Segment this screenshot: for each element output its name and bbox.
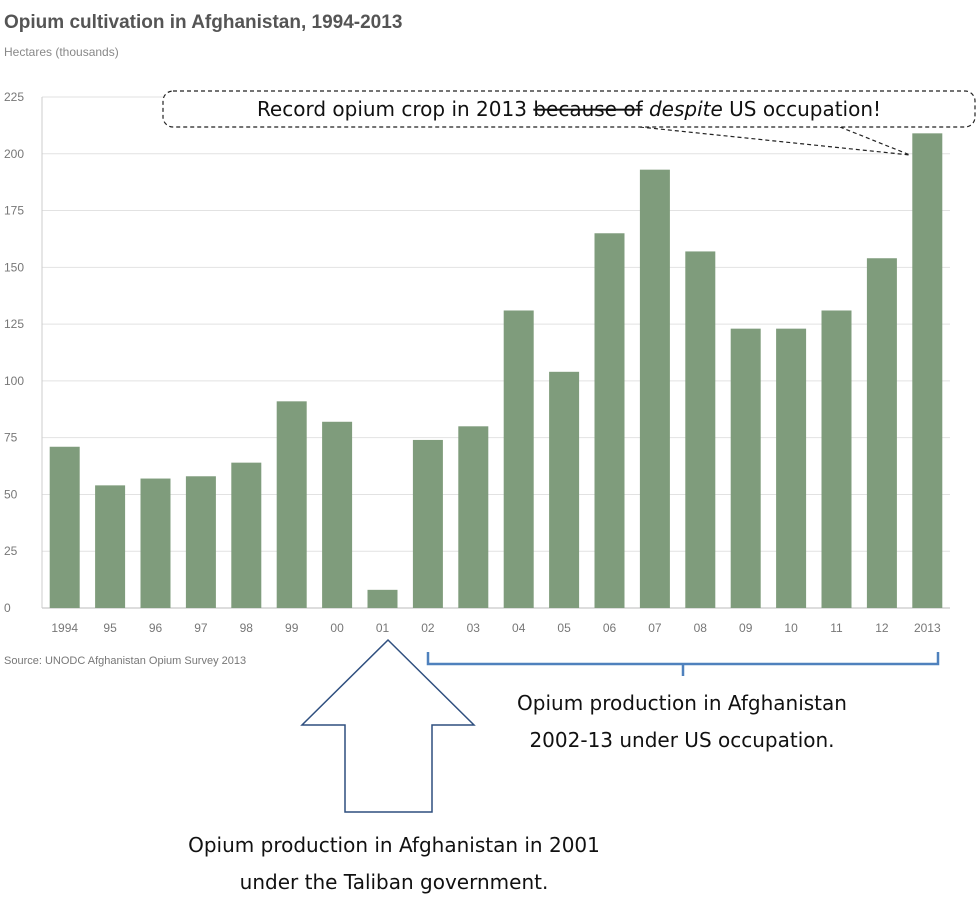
x-tick-label: 99 [285,621,299,635]
x-tick-label: 97 [194,621,208,635]
bar-07 [639,169,670,609]
y-tick-label: 100 [4,374,24,388]
x-tick-label: 95 [103,621,117,635]
bar-2013 [912,133,943,609]
x-tick-label: 06 [603,621,617,635]
y-tick-label: 75 [4,431,18,445]
x-tick-label: 09 [739,621,753,635]
bar-03 [458,426,489,608]
callout-text: Record opium crop in 2013 because of des… [257,97,881,121]
x-tick-label: 11 [830,621,843,635]
taliban-label-line2: under the Taliban government. [240,870,549,894]
y-tick-label: 175 [4,204,24,218]
bar-1994 [49,446,80,608]
y-tick-label: 200 [4,147,24,161]
x-tick-label: 02 [421,621,435,635]
x-tick-label: 1994 [51,621,78,635]
bar-06 [594,233,625,608]
occupation-bracket [426,652,940,676]
bar-99 [276,401,307,608]
bar-08 [685,251,716,609]
bar-95 [95,485,126,608]
x-tick-label: 96 [149,621,163,635]
x-tick-label: 04 [512,621,526,635]
x-tick-label: 12 [875,621,889,635]
x-tick-label: 00 [330,621,344,635]
taliban-label-line1: Opium production in Afghanistan in 2001 [188,833,600,857]
bar-97 [185,476,216,608]
y-tick-label: 125 [4,317,24,331]
x-tick-label: 10 [784,621,798,635]
bar-02 [412,439,443,608]
bar-11 [821,310,852,608]
record-crop-callout: Record opium crop in 2013 because of des… [162,90,976,156]
bar-98 [231,462,262,608]
x-tick-label: 2013 [914,621,941,635]
bar-00 [322,421,353,608]
y-tick-label: 150 [4,260,24,274]
x-tick-label: 07 [648,621,662,635]
occupation-label-line1: Opium production in Afghanistan [517,691,847,715]
x-tick-label: 01 [376,621,390,635]
x-tick-label: 98 [240,621,254,635]
up-arrow-icon [300,638,476,813]
bar-09 [730,328,761,608]
y-axis-label: Hectares (thousands) [4,45,119,59]
bar-05 [549,371,580,608]
source-note: Source: UNODC Afghanistan Opium Survey 2… [4,655,246,667]
y-tick-label: 0 [4,601,11,615]
y-tick-label: 50 [4,487,18,501]
bar-04 [503,310,534,608]
bar-01 [367,589,398,608]
occupation-label-line2: 2002-13 under US occupation. [529,728,834,752]
y-tick-label: 25 [4,544,18,558]
bar-96 [140,478,171,608]
bar-12 [866,258,897,608]
x-tick-label: 08 [694,621,708,635]
x-tick-label: 05 [557,621,571,635]
x-tick-label: 03 [467,621,481,635]
bar-10 [776,328,807,608]
chart-title: Opium cultivation in Afghanistan, 1994-2… [4,12,402,33]
y-tick-label: 225 [4,90,24,104]
